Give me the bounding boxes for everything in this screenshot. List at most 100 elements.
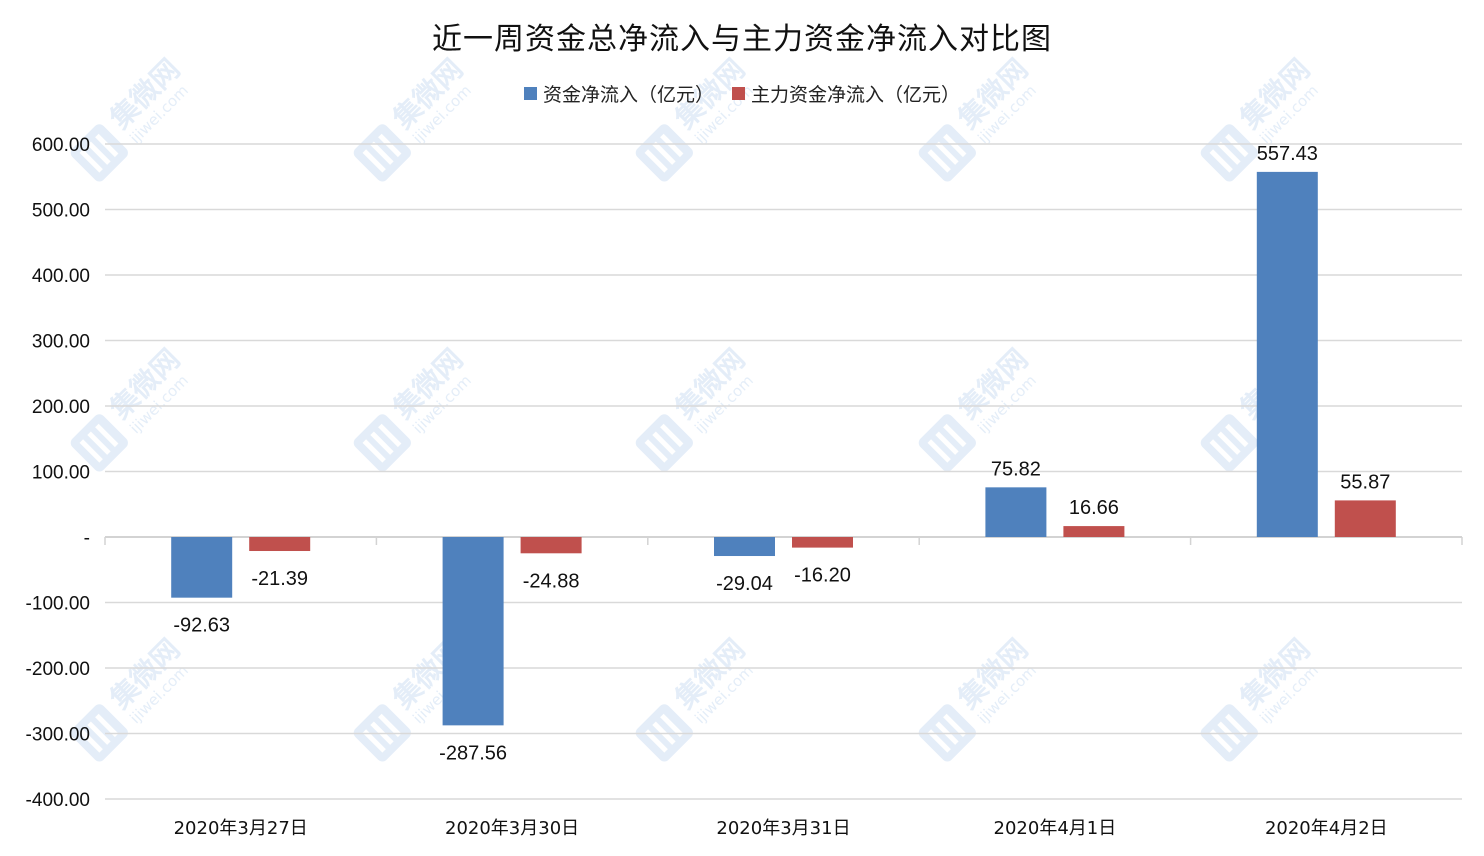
y-tick-label: -400.00 bbox=[26, 790, 90, 811]
watermark-logo-stroke bbox=[652, 431, 676, 455]
bar-main-fund-inflow bbox=[792, 537, 853, 548]
watermark-logo-stroke bbox=[927, 439, 951, 463]
data-label: 557.43 bbox=[1257, 143, 1318, 165]
data-labels: -92.63 -21.39 -287.56 -24.88 -29.04 -16.20 75.… bbox=[173, 143, 1390, 764]
y-tick-label: -200.00 bbox=[26, 659, 90, 680]
watermark-logo-stroke bbox=[362, 729, 386, 753]
y-tick-label: 600.00 bbox=[32, 135, 90, 156]
y-tick-label: -300.00 bbox=[26, 725, 90, 746]
watermark-logo-stroke bbox=[935, 141, 959, 165]
chart-title: 近一周资金总净流入与主力资金净流入对比图 bbox=[432, 22, 1052, 57]
data-label: -92.63 bbox=[173, 615, 230, 637]
bar-fund-inflow bbox=[1256, 171, 1318, 537]
watermark-logo-stroke bbox=[660, 423, 684, 448]
watermark-logo-stroke bbox=[370, 141, 394, 165]
bar-main-fund-inflow bbox=[249, 537, 311, 552]
legend-item-main-fund-inflow: 主力资金净流入（亿元） bbox=[732, 80, 960, 107]
watermark-logo-stroke bbox=[644, 729, 668, 753]
watermark-logo-stroke bbox=[378, 133, 402, 158]
watermark-logo-stroke bbox=[660, 133, 684, 158]
data-label: -21.39 bbox=[251, 568, 308, 590]
legend: 资金净流入（亿元） 主力资金净流入（亿元） bbox=[0, 80, 1484, 107]
watermark-logo-stroke bbox=[644, 439, 668, 463]
watermark-logo-stroke bbox=[927, 149, 951, 173]
bars bbox=[171, 171, 1396, 726]
y-tick-label: 100.00 bbox=[32, 463, 90, 484]
bar-fund-inflow bbox=[442, 537, 504, 726]
legend-swatch-blue bbox=[523, 87, 537, 100]
watermark-logo-stroke bbox=[87, 431, 111, 455]
data-label: -29.04 bbox=[716, 573, 773, 595]
watermark-logo-stroke bbox=[943, 713, 967, 738]
x-axis-labels: 2020年3月27日 2020年3月30日 2020年3月31日 2020年4月1日 2… bbox=[174, 818, 1388, 839]
bar-fund-inflow bbox=[171, 537, 233, 598]
watermark-logo-stroke bbox=[79, 729, 103, 753]
watermark-logo-stroke bbox=[362, 149, 386, 173]
legend-label-main-fund-inflow: 主力资金净流入（亿元） bbox=[751, 84, 961, 106]
watermark-logo-stroke bbox=[943, 423, 967, 448]
watermark-logo-stroke bbox=[1209, 439, 1233, 463]
watermark-logo-stroke bbox=[935, 431, 959, 455]
y-tick-label: - bbox=[84, 528, 90, 549]
watermark-logo-stroke bbox=[1209, 729, 1233, 753]
x-category-label: 2020年3月30日 bbox=[445, 818, 579, 839]
watermark-logo-stroke bbox=[95, 713, 119, 738]
watermark-logo-stroke bbox=[644, 149, 668, 173]
gridlines bbox=[104, 143, 1463, 800]
y-axis-labels: 600.00 500.00 400.00 300.00 200.00 100.00 - -10… bbox=[26, 135, 90, 811]
y-tick-label: -100.00 bbox=[26, 594, 90, 615]
watermark-logo-stroke bbox=[1217, 431, 1241, 455]
data-label: -24.88 bbox=[523, 570, 580, 592]
watermark-logo-stroke bbox=[378, 423, 402, 448]
data-label: -287.56 bbox=[439, 742, 507, 764]
y-tick-label: 400.00 bbox=[32, 266, 90, 287]
bar-fund-inflow bbox=[714, 537, 775, 557]
watermark-logo-stroke bbox=[943, 133, 967, 158]
legend-item-fund-inflow: 资金净流入（亿元） bbox=[523, 80, 714, 107]
watermark-logo-stroke bbox=[79, 439, 103, 463]
bar-main-fund-inflow bbox=[1063, 526, 1125, 537]
data-label: -16.20 bbox=[794, 565, 851, 587]
x-category-label: 2020年4月2日 bbox=[1265, 818, 1388, 839]
data-label: 16.66 bbox=[1069, 497, 1119, 519]
watermark-logo-stroke bbox=[362, 439, 386, 463]
x-category-label: 2020年4月1日 bbox=[994, 818, 1117, 839]
watermark-logo-stroke bbox=[87, 721, 111, 745]
y-tick-label: 500.00 bbox=[32, 201, 90, 222]
watermark-logo-stroke bbox=[378, 713, 402, 738]
watermark-logo-stroke bbox=[1225, 423, 1249, 448]
watermark-logo-stroke bbox=[87, 141, 111, 165]
watermark-logo-stroke bbox=[1217, 141, 1241, 165]
bar-main-fund-inflow bbox=[520, 537, 582, 554]
legend-label-fund-inflow: 资金净流入（亿元） bbox=[542, 84, 714, 106]
data-label: 55.87 bbox=[1340, 471, 1390, 493]
y-tick-label: 300.00 bbox=[32, 332, 90, 353]
watermark-logo-stroke bbox=[1209, 149, 1233, 173]
x-category-label: 2020年3月27日 bbox=[174, 818, 308, 839]
watermark-logo-stroke bbox=[927, 729, 951, 753]
bar-fund-inflow bbox=[985, 487, 1047, 537]
y-tick-label: 200.00 bbox=[32, 397, 90, 418]
watermark-logo-stroke bbox=[370, 431, 394, 455]
bar-main-fund-inflow bbox=[1334, 500, 1396, 537]
x-category-label: 2020年3月31日 bbox=[716, 818, 850, 839]
watermark-logo-stroke bbox=[79, 149, 103, 173]
legend-swatch-red bbox=[732, 87, 746, 100]
watermark-logo-stroke bbox=[1225, 713, 1249, 738]
watermark-logo-stroke bbox=[95, 133, 119, 158]
watermark-logo-stroke bbox=[660, 713, 684, 738]
data-label: 75.82 bbox=[991, 458, 1041, 480]
